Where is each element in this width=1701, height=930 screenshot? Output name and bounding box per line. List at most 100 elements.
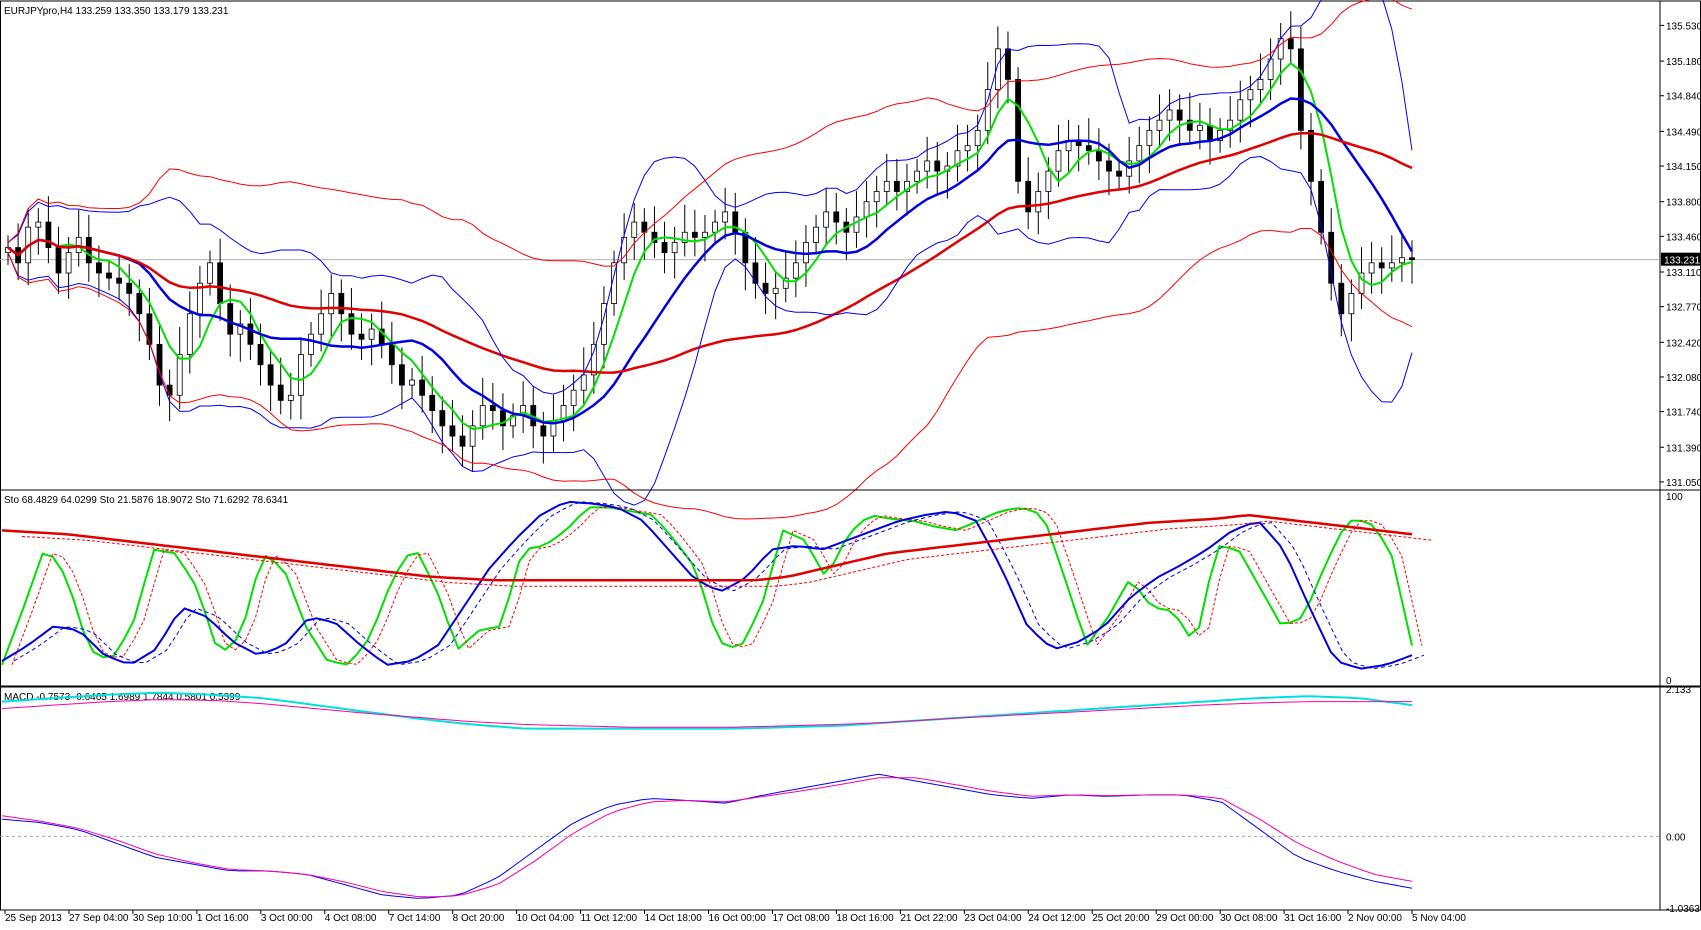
candle-body <box>1025 180 1032 213</box>
macd-tick-label: -1.0363 <box>1666 904 1700 915</box>
macd-panel-border <box>0 686 1701 911</box>
x-tick-label: 5 Nov 04:00 <box>1412 913 1466 924</box>
candle-body <box>459 435 466 447</box>
candle-body <box>207 262 213 284</box>
sto-slow-signal <box>21 520 1433 587</box>
candle-body <box>883 180 890 192</box>
price-tick-label: 135.530 <box>1666 21 1701 32</box>
candle-body <box>823 211 830 228</box>
price-header: EURJPYpro,H4 133.259 133.350 133.179 133… <box>4 6 229 17</box>
candle-body <box>1095 150 1102 162</box>
x-tick-label: 16 Oct 00:00 <box>709 913 767 924</box>
x-tick-label: 8 Oct 20:00 <box>453 913 505 924</box>
candle-body <box>126 282 133 294</box>
candle-body <box>55 247 62 274</box>
price-tick-label: 134.490 <box>1666 127 1701 138</box>
current-price-box <box>1661 252 1701 266</box>
candle-body <box>217 262 224 304</box>
candle-body <box>399 364 405 386</box>
x-tick-label: 25 Sep 2013 <box>5 913 62 924</box>
candle-body <box>1388 262 1395 269</box>
candle-body <box>1409 257 1415 261</box>
candle-body <box>1318 180 1324 233</box>
candle-body <box>267 364 274 386</box>
candle-body <box>853 216 860 233</box>
candle-body <box>580 374 587 391</box>
candle-body <box>1176 109 1183 121</box>
candle-body <box>65 252 72 274</box>
macd-tick-label: 2.133 <box>1666 685 1691 696</box>
candle-body <box>1015 79 1021 182</box>
candle-body <box>479 405 486 427</box>
candle-body <box>863 201 870 218</box>
sto-slow-line <box>1 513 1413 582</box>
macd-tick-label: 0.00 <box>1666 832 1686 843</box>
candle-body <box>590 343 597 376</box>
candle-body <box>873 191 880 203</box>
candle-body <box>1237 99 1244 121</box>
candle-body <box>833 211 840 223</box>
price-tick-label: 134.840 <box>1666 92 1701 103</box>
macd-header: MACD -0.7573 -0.6465 1.6989 1.7844 0.580… <box>4 692 241 703</box>
candle-body <box>75 236 82 254</box>
candle-body <box>702 231 708 238</box>
candle-body <box>136 292 143 315</box>
candle-body <box>1217 129 1223 141</box>
sto-tick-label: 0 <box>1666 676 1672 687</box>
x-tick-label: 18 Oct 16:00 <box>836 913 894 924</box>
candle-body <box>893 180 900 192</box>
candle-body <box>287 394 294 401</box>
candle-body <box>1106 160 1112 172</box>
candle-body <box>1247 89 1254 101</box>
price-tick-label: 133.460 <box>1666 232 1701 243</box>
candle-body <box>449 425 456 437</box>
ma-red-line <box>7 131 1413 374</box>
ma-blue-line <box>7 97 1414 425</box>
candle-body <box>429 394 436 411</box>
candle-body <box>469 425 476 447</box>
candle-body <box>85 236 92 264</box>
sto-header: Sto 68.4829 64.0299 Sto 21.5876 18.9072 … <box>4 495 289 506</box>
candle-body <box>1308 129 1314 182</box>
candle-body <box>1328 231 1335 284</box>
candle-body <box>651 231 658 243</box>
price-tick-label: 132.080 <box>1666 373 1701 384</box>
candle-body <box>96 262 102 274</box>
candle-body <box>1035 191 1042 213</box>
candle-body <box>176 354 183 396</box>
candle-body <box>1287 38 1294 50</box>
price-tick-label: 131.390 <box>1666 443 1701 454</box>
macd-long-signal <box>1 699 1412 728</box>
candle-body <box>106 272 112 279</box>
price-panel-border <box>0 0 1701 491</box>
candle-body <box>1257 79 1264 91</box>
candle-body <box>166 384 173 396</box>
candle-body <box>722 211 729 223</box>
candle-body <box>1338 282 1345 315</box>
price-tick-label: 132.770 <box>1666 303 1701 314</box>
candle-body <box>35 221 42 228</box>
x-tick-label: 30 Sep 10:00 <box>133 913 193 924</box>
ma-green-line <box>7 62 1413 430</box>
candle-body <box>1055 150 1062 172</box>
candle-body <box>611 262 617 304</box>
sto-fast-signal <box>11 506 1423 665</box>
candle-body <box>1348 292 1355 315</box>
price-tick-label: 133.800 <box>1666 198 1701 209</box>
x-tick-label: 2 Nov 00:00 <box>1348 913 1402 924</box>
candle-body <box>1085 145 1092 152</box>
candle-body <box>1378 262 1385 269</box>
candle-body <box>409 379 415 386</box>
x-tick-label: 24 Oct 12:00 <box>1028 913 1086 924</box>
x-tick-label: 27 Sep 04:00 <box>69 913 129 924</box>
x-tick-label: 17 Oct 08:00 <box>772 913 830 924</box>
candle-body <box>712 221 718 233</box>
candle-body <box>1166 109 1173 121</box>
candle-body <box>1196 124 1203 131</box>
price-tick-label: 131.050 <box>1666 478 1701 489</box>
candle-body <box>782 277 789 289</box>
candle-body <box>934 160 941 172</box>
candle-body <box>358 333 365 340</box>
